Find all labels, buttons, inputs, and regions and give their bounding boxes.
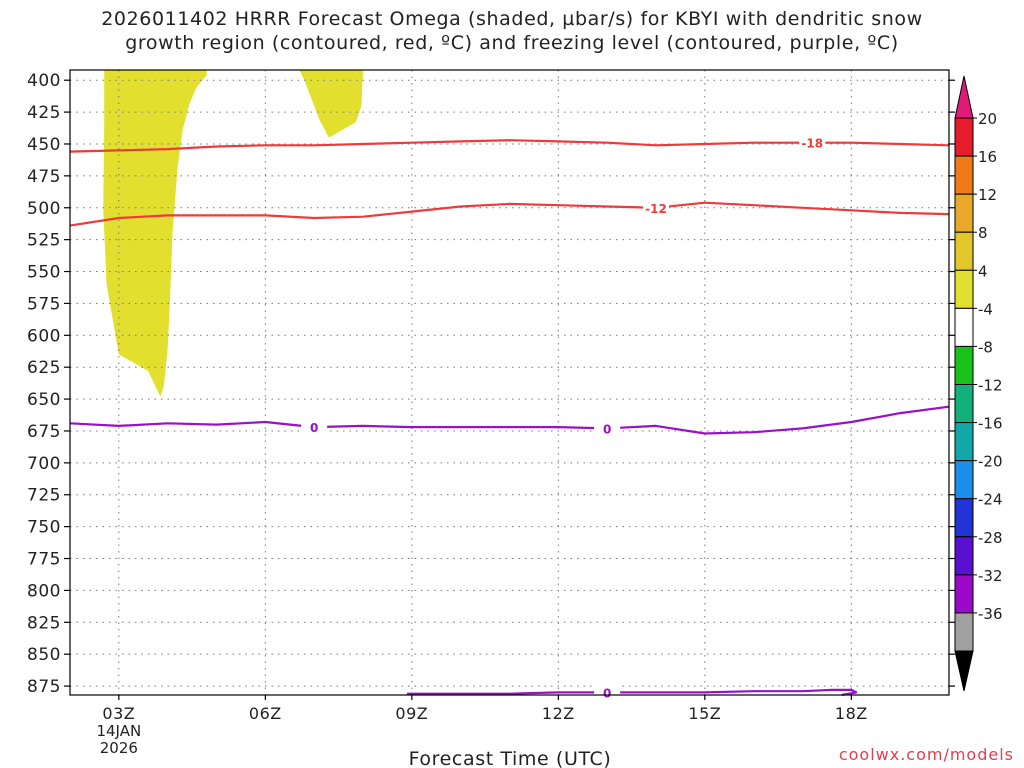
colorbar-label-3: 12	[978, 186, 997, 204]
colorbar: 20 16 12 8 4 -4 -8 -12 -16 -20 -24 -28 -32 -36	[954, 75, 1003, 692]
colorbar-label-12: -28	[978, 529, 1003, 547]
x-tick-year: 2026	[100, 739, 138, 757]
colorbar-top-arrow	[954, 75, 974, 119]
contour-label-bg-4	[594, 685, 621, 700]
y-tick-label-650: 650	[27, 390, 61, 410]
x-tick-date: 14JAN	[96, 722, 141, 740]
y-tick-label-425: 425	[27, 103, 61, 123]
x-tick-label-03Z: 03Z	[102, 704, 135, 723]
x-tick-label-12Z: 12Z	[542, 704, 575, 723]
y-tick-label-475: 475	[27, 167, 61, 187]
omega-shade-2	[299, 70, 363, 138]
contour-label-2: -12	[645, 202, 667, 216]
colorbar-swatch-4	[954, 231, 974, 271]
colorbar-label-11: -24	[978, 491, 1003, 509]
contour-label-layer: -18 -12 0 0 0	[301, 135, 826, 700]
y-tick-label-675: 675	[27, 422, 61, 442]
y-tick-label-525: 525	[27, 231, 61, 251]
y-tick-label-875: 875	[27, 677, 61, 697]
colorbar-label-6: -4	[978, 300, 993, 318]
omega-shading-layer	[103, 70, 363, 397]
x-tick-label-06Z: 06Z	[249, 704, 282, 723]
colorbar-swatch-5	[954, 269, 974, 309]
chart-title-line-1: 2026011402 HRRR Forecast Omega (shaded, …	[101, 8, 923, 30]
x-tick-label-09Z: 09Z	[395, 704, 428, 723]
contour-label-bg-3	[301, 420, 328, 435]
x-axis-label: Forecast Time (UTC)	[409, 748, 612, 768]
colorbar-swatch-6	[954, 307, 974, 347]
colorbar-label-5: 4	[978, 262, 988, 280]
colorbar-swatch-1	[954, 117, 974, 157]
y-tick-label-850: 850	[27, 645, 61, 665]
contour-label-bg-1	[799, 135, 826, 150]
y-tick-label-700: 700	[27, 454, 61, 474]
colorbar-swatch-14	[954, 612, 974, 652]
contour-label-4: 0	[603, 686, 611, 700]
grid-layer	[70, 70, 949, 695]
colorbar-swatch-9	[954, 422, 974, 462]
y-tick-label-725: 725	[27, 486, 61, 506]
colorbar-swatch-13	[954, 574, 974, 614]
colorbar-swatch-10	[954, 460, 974, 500]
contour-label-bg-3-b	[594, 421, 621, 436]
y-tick-label-550: 550	[27, 263, 61, 283]
chart-title-line-2: growth region (contoured, red, ºC) and f…	[125, 32, 899, 54]
y-tick-label-575: 575	[27, 294, 61, 314]
colorbar-swatch-8	[954, 384, 974, 424]
y-tick-label-450: 450	[27, 135, 61, 155]
plot-frame	[69, 69, 950, 696]
contour-label-1: -18	[801, 137, 823, 151]
colorbar-label-13: -32	[978, 567, 1003, 585]
x-tick-label-15Z: 15Z	[688, 704, 721, 723]
colorbar-label-2: 16	[978, 148, 997, 166]
colorbar-bottom-arrow	[954, 650, 974, 692]
colorbar-swatch-11	[954, 498, 974, 538]
y-tick-label-500: 500	[27, 199, 61, 219]
contour-line-4	[407, 688, 858, 697]
contour-label-3: 0	[310, 421, 318, 435]
colorbar-label-7: -8	[978, 338, 993, 356]
contour-line-3	[69, 405, 950, 435]
omega-shade-1	[103, 70, 207, 397]
contour-label-3-b: 0	[603, 422, 611, 436]
colorbar-swatch-12	[954, 536, 974, 576]
y-tick-label-800: 800	[27, 581, 61, 601]
y-tick-label-750: 750	[27, 518, 61, 538]
colorbar-swatch-2	[954, 155, 974, 195]
contour-line-2	[69, 201, 950, 227]
colorbar-label-8: -12	[978, 377, 1003, 395]
colorbar-label-4: 8	[978, 224, 988, 242]
colorbar-label-10: -20	[978, 453, 1003, 471]
y-tick-label-600: 600	[27, 326, 61, 346]
y-tick-label-775: 775	[27, 550, 61, 570]
x-tick-label-18Z: 18Z	[835, 704, 868, 723]
site-credit: coolwx.com/models	[838, 745, 1014, 764]
y-tick-label-825: 825	[27, 613, 61, 633]
colorbar-swatch-3	[954, 193, 974, 233]
colorbar-label-1: 20	[978, 110, 997, 128]
colorbar-label-14: -36	[978, 605, 1003, 623]
contour-layer	[69, 139, 950, 697]
contour-label-bg-2	[643, 200, 669, 215]
axis-layer: 400 425 450 475 500 525 550 575 600 625 650 675 700 7…	[27, 71, 955, 757]
colorbar-label-9: -16	[978, 415, 1003, 433]
colorbar-swatch-7	[954, 345, 974, 385]
y-tick-label-625: 625	[27, 358, 61, 378]
y-tick-label-400: 400	[27, 71, 61, 91]
